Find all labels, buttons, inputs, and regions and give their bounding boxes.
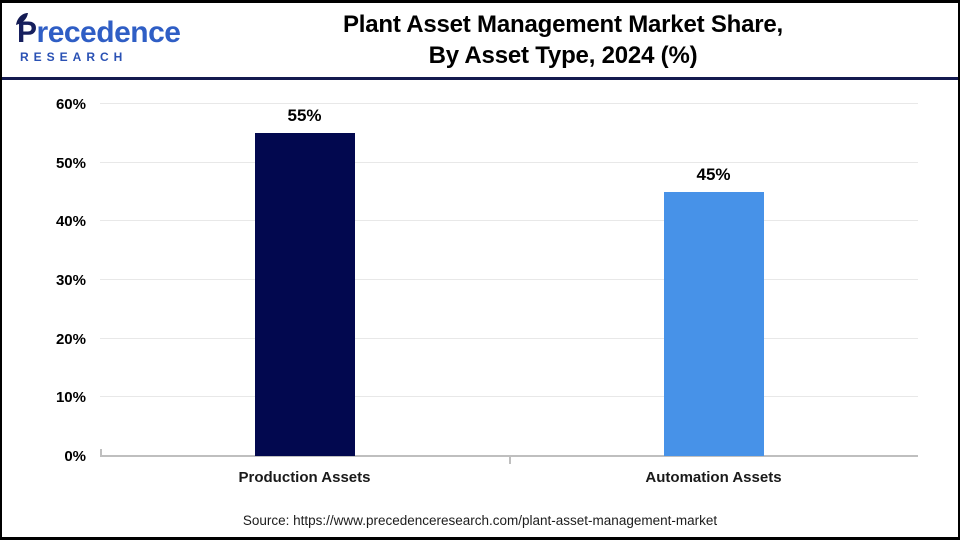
chart-title-line2: By Asset Type, 2024 (%) — [428, 42, 698, 69]
ytick-label-40: 40% — [55, 213, 86, 231]
gridline-60 — [100, 103, 918, 104]
gridline-40 — [100, 220, 918, 222]
ytick-label-20: 20% — [55, 330, 86, 348]
gridline-20 — [100, 337, 918, 339]
ytick-label-10: 10% — [55, 389, 86, 407]
ytick-label-60: 60% — [55, 96, 86, 113]
ytick-label-50: 50% — [55, 154, 86, 172]
category-label-automation-assets: Automation Assets — [645, 469, 782, 486]
gridline-30 — [100, 279, 918, 280]
category-label-production-assets: Production Assets — [238, 469, 371, 486]
bar-chart: 0% 10% 20% 30% 40% 50% 60% 55% Production Assets… — [2, 80, 958, 536]
bar-automation-assets — [663, 192, 764, 456]
chart-title: Plant Asset Management Market Share, By … — [174, 9, 958, 71]
ytick-label-30: 30% — [55, 272, 86, 289]
logo-name: Precedence — [17, 15, 181, 49]
axis-tick-start — [100, 449, 102, 456]
value-label-automation-assets: 45% — [696, 165, 731, 184]
chart-title-line1: Plant Asset Management Market Share, — [342, 11, 784, 38]
gridline-50 — [100, 161, 918, 163]
bar-production-assets — [254, 133, 355, 456]
source-note: Source: https://www.precedenceresearch.c… — [242, 513, 718, 528]
leaf-icon — [15, 12, 29, 30]
logo-subtitle: RESEARCH — [20, 49, 128, 64]
gridline-10 — [100, 396, 918, 398]
plot-area: 0% 10% 20% 30% 40% 50% 60% 55% Production Assets… — [56, 96, 918, 486]
ytick-label-0: 0% — [64, 448, 86, 465]
value-label-production-assets: 55% — [287, 106, 322, 126]
precedence-research-logo: Precedence RESEARCH — [2, 12, 181, 64]
header: Precedence RESEARCH Plant Asset Manageme… — [2, 3, 958, 80]
axis-tick-middle — [509, 456, 511, 464]
